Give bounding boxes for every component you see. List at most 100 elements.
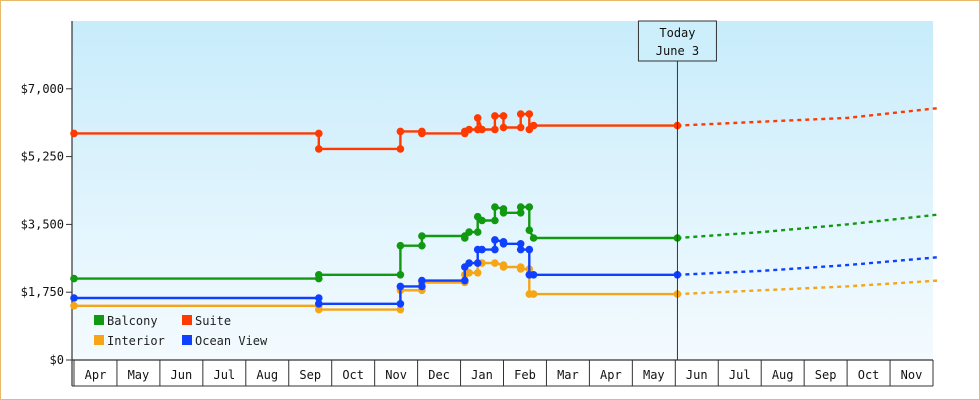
x-axis: Apr May Jun Jul Aug Sep Oct Nov Dec Jan Feb Mar Apr M…: [72, 359, 934, 387]
month-label: Dec: [428, 368, 450, 382]
series-ocean-view: [70, 236, 938, 308]
data-point: [491, 236, 499, 244]
data-point: [315, 294, 323, 302]
legend-item-suite: Suite: [182, 314, 231, 328]
y-axis: $0 $1,750 $3,500 $5,250 $7,000: [21, 21, 73, 386]
data-point: [465, 125, 473, 134]
data-point: [315, 271, 323, 279]
data-point: [70, 129, 78, 138]
data-point: [418, 241, 426, 250]
data-point: [70, 294, 78, 302]
data-point: [418, 232, 426, 240]
data-point: [70, 274, 78, 283]
legend-label: Ocean View: [195, 334, 268, 348]
data-point: [529, 271, 538, 279]
data-point: [461, 234, 469, 242]
data-point: [499, 209, 508, 217]
data-point: [516, 240, 525, 248]
data-point: [473, 228, 482, 236]
data-point: [315, 145, 323, 153]
data-point: [465, 259, 473, 267]
data-point: [499, 123, 508, 132]
data-point: [499, 240, 508, 248]
legend-label: Suite: [195, 314, 231, 328]
month-label: Jun: [171, 368, 193, 382]
month-label: Jul: [729, 368, 751, 382]
data-point: [418, 282, 426, 291]
legend-swatch: [182, 335, 192, 345]
month-label: Jul: [213, 368, 235, 382]
legend-item-ocean-view: Ocean View: [182, 334, 268, 348]
data-point: [473, 269, 482, 277]
data-point: [473, 259, 482, 267]
data-point: [529, 290, 538, 298]
legend-label: Interior: [107, 334, 165, 348]
month-label: Apr: [85, 368, 107, 382]
data-point: [516, 123, 525, 132]
data-point: [525, 203, 534, 211]
data-point: [396, 305, 405, 314]
legend-item-interior: Interior: [94, 334, 165, 348]
data-point: [529, 234, 538, 242]
plot-area: [72, 21, 933, 360]
today-box: [637, 20, 717, 62]
month-label: Nov: [901, 368, 923, 382]
data-point: [525, 110, 534, 118]
data-point: [499, 112, 508, 120]
data-point: [491, 112, 499, 120]
data-point: [491, 245, 499, 254]
forecast-line-balcony: [677, 213, 938, 240]
data-point: [491, 259, 499, 267]
data-point: [465, 228, 473, 236]
data-point: [315, 129, 323, 138]
data-point: [516, 265, 525, 273]
data-point: [525, 226, 534, 234]
month-label: Oct: [858, 368, 880, 382]
data-point: [396, 300, 405, 308]
data-point: [478, 245, 486, 254]
y-tick-label: $1,750: [21, 285, 64, 299]
data-point: [465, 269, 473, 277]
series-suite: [70, 107, 938, 153]
data-point: [315, 300, 323, 308]
data-point: [418, 276, 426, 285]
data-point: [529, 121, 538, 130]
legend-swatch: [94, 315, 104, 325]
data-point: [516, 245, 525, 254]
y-tick-label: $7,000: [21, 82, 64, 96]
data-point: [461, 276, 469, 285]
data-point: [396, 271, 405, 279]
data-point: [499, 263, 508, 271]
legend-label: Balcony: [107, 314, 158, 328]
data-point: [396, 145, 405, 153]
legend-swatch: [182, 315, 192, 325]
series-balcony: [70, 203, 938, 283]
month-label: Mar: [557, 368, 579, 382]
data-point: [516, 110, 525, 118]
month-label: Nov: [385, 368, 407, 382]
data-point: [396, 282, 405, 291]
data-point: [525, 245, 534, 254]
data-point: [491, 203, 499, 211]
today-date: June 3: [656, 44, 699, 58]
today-label: Today: [659, 26, 695, 40]
month-label: Aug: [256, 368, 278, 382]
month-label: Aug: [772, 368, 794, 382]
forecast-line-suite: [677, 107, 938, 127]
data-point: [396, 241, 405, 250]
forecast-line-interior: [677, 279, 938, 296]
legend-swatch: [94, 335, 104, 345]
data-point: [516, 203, 525, 211]
data-point: [478, 125, 486, 134]
month-label: Feb: [514, 368, 536, 382]
month-label: Oct: [342, 368, 364, 382]
month-label: Sep: [815, 368, 837, 382]
data-point: [491, 125, 499, 134]
legend: Balcony Suite Interior Ocean View: [94, 314, 268, 348]
data-point: [70, 302, 78, 310]
legend-item-balcony: Balcony: [94, 314, 158, 328]
y-tick-label: $3,500: [21, 217, 64, 231]
data-point: [478, 216, 486, 225]
